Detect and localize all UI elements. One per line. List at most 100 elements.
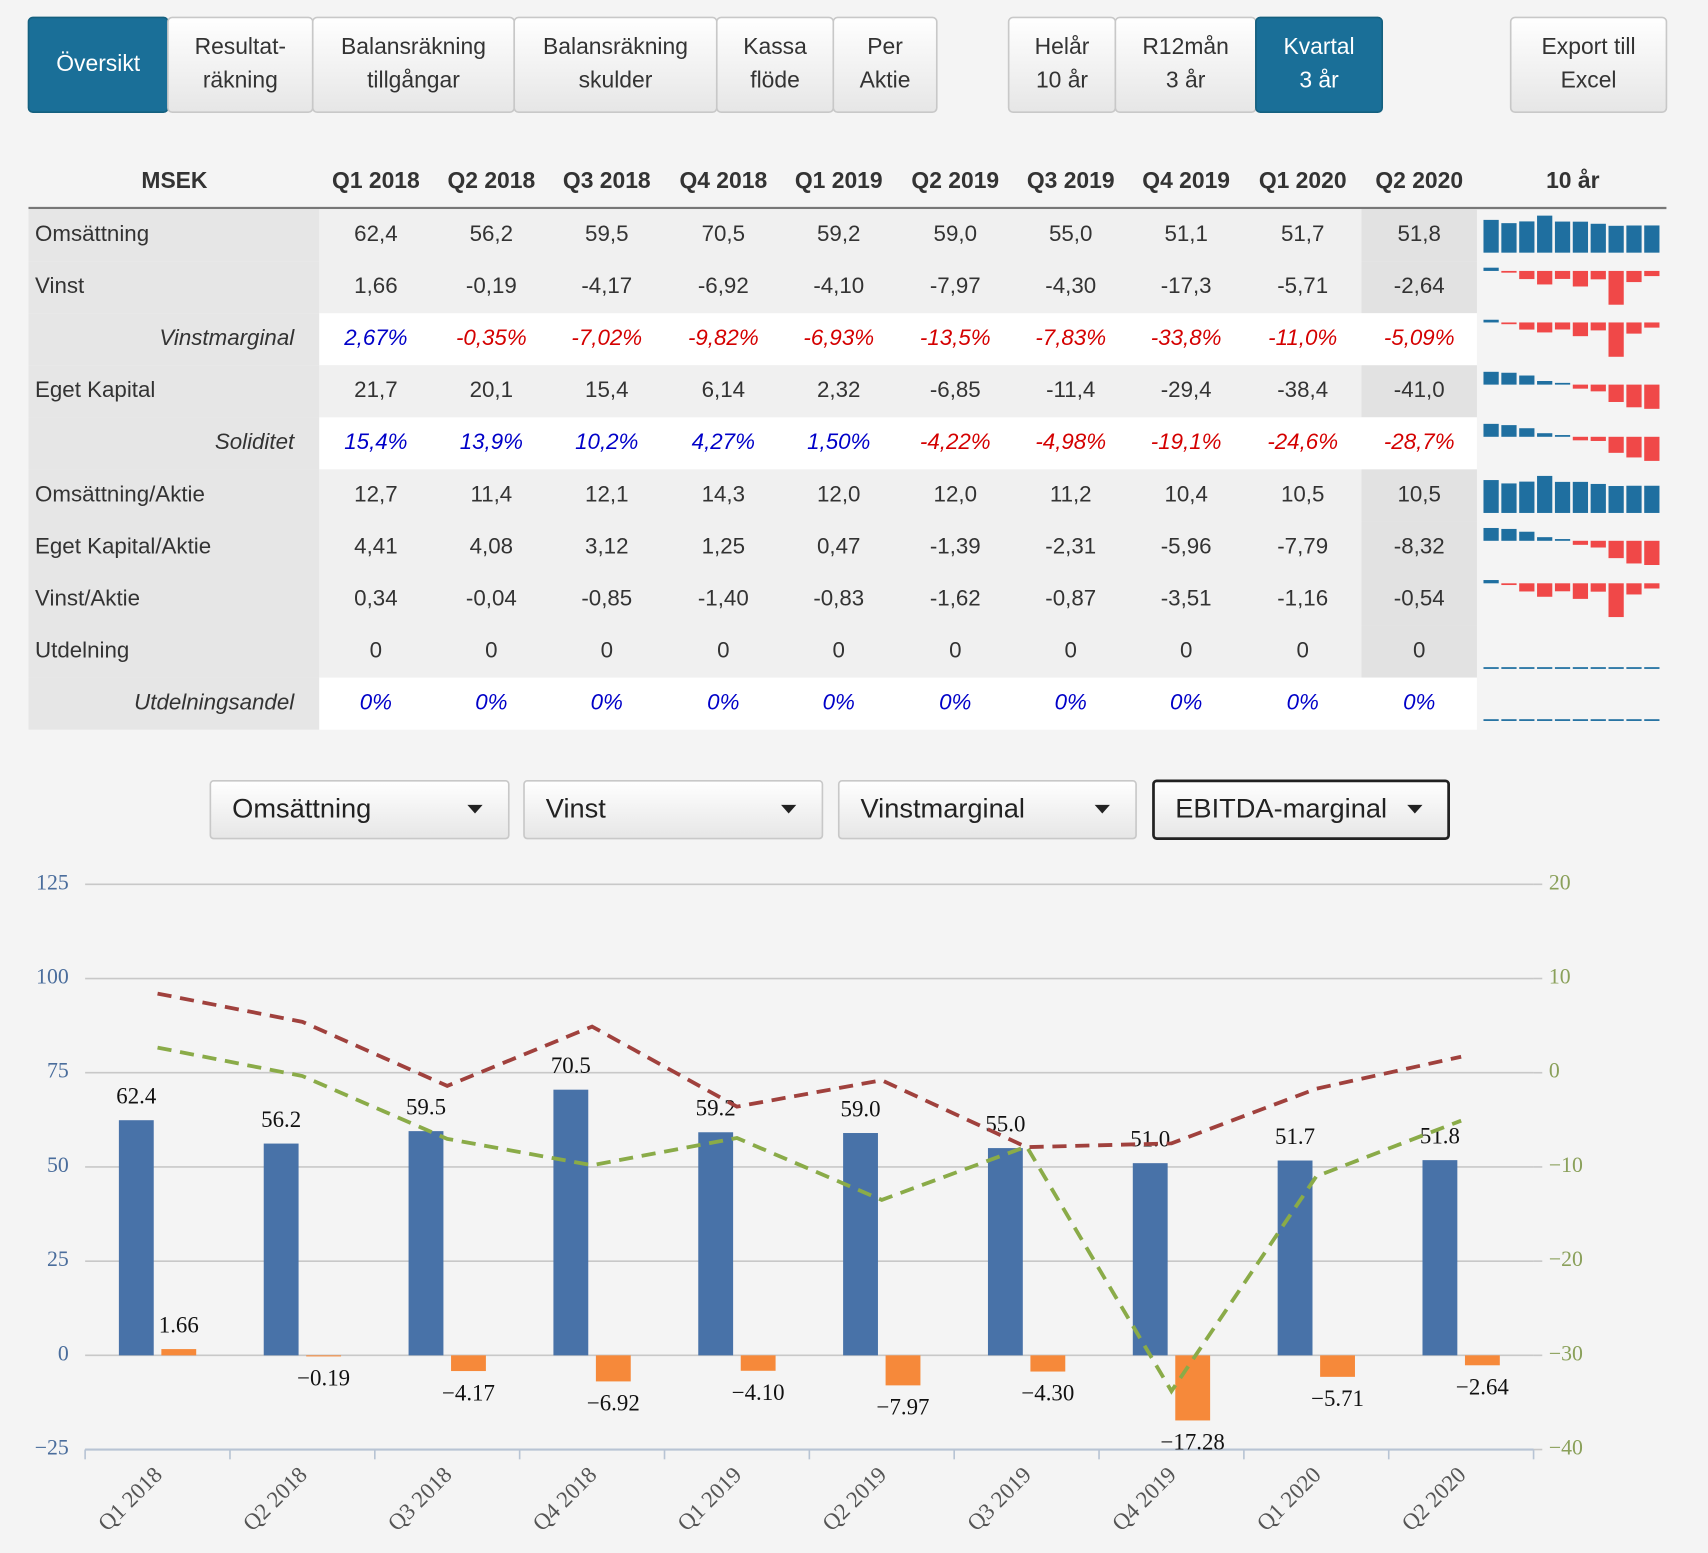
tab-button[interactable] (311, 16, 516, 113)
bar (1175, 1355, 1211, 1421)
cell-value: -29,4 (1161, 377, 1212, 402)
cell-value: 0 (1180, 637, 1192, 662)
cell-value: 0 (601, 637, 613, 662)
data-label: 59.0 (841, 1096, 881, 1121)
sparkline-bar (1608, 384, 1624, 402)
sparkline-bar (1483, 371, 1499, 385)
sparkline-bar (1572, 583, 1589, 599)
tab-button[interactable] (513, 16, 718, 113)
cell-value: -7,83% (1035, 325, 1106, 350)
sparkline-bar (1554, 481, 1571, 513)
cell-value: 10,2% (575, 429, 638, 454)
tab-button[interactable] (832, 16, 938, 113)
column-header: Q1 2018 (332, 167, 420, 193)
highlight-cell-bg (1361, 677, 1477, 730)
cell-value: 51,7 (1281, 221, 1324, 246)
sparkline-bar (1483, 580, 1499, 584)
cell-value: -4,98% (1035, 429, 1106, 454)
cell-value: 51,8 (1398, 221, 1441, 246)
row-bg (319, 313, 1362, 366)
cell-value: 4,41 (354, 533, 397, 558)
sparkline-bar (1554, 435, 1571, 437)
sparkline-bar (1554, 667, 1571, 669)
cell-value: 15,4 (585, 377, 628, 402)
cell-value: -0,04 (466, 585, 517, 610)
cell-value: -3,51 (1161, 585, 1212, 610)
export-button[interactable] (1509, 16, 1668, 113)
cell-value: 0% (360, 690, 392, 715)
bar (451, 1355, 486, 1372)
sparkline-bar (1590, 270, 1606, 280)
cell-value: 0 (949, 637, 961, 662)
dropdown-arrow (1407, 804, 1423, 814)
sparkline-bar (1519, 481, 1535, 513)
cell-value: -17,3 (1161, 273, 1212, 298)
cell-value: 56,2 (470, 221, 513, 246)
x-tick-label: Q1 2020 (1252, 1462, 1326, 1536)
cell-value: -8,32 (1394, 533, 1445, 558)
sparkline-bar (1501, 583, 1517, 586)
tab-button[interactable] (715, 16, 835, 113)
sparkline-bar (1608, 719, 1624, 721)
sparkline-bar (1519, 428, 1535, 437)
cell-value: -38,4 (1277, 377, 1328, 402)
cell-value: 51,1 (1164, 221, 1207, 246)
series-dropdown[interactable] (209, 780, 510, 840)
series-dropdown[interactable] (523, 780, 824, 840)
bar (987, 1148, 1023, 1356)
tab-button[interactable] (167, 16, 314, 113)
sparkline-bar (1626, 225, 1642, 253)
sparkline-bar (1501, 223, 1517, 253)
sparkline-bar (1608, 486, 1624, 513)
data-label: −4.30 (1021, 1381, 1074, 1406)
cell-value: 10,5 (1281, 481, 1324, 506)
sparkline-bar (1590, 483, 1606, 513)
y2-tick-label: −40 (1549, 1436, 1583, 1460)
data-label: 59.5 (406, 1095, 446, 1120)
y-tick-label: −25 (35, 1436, 69, 1460)
row-label: Omsättning (35, 221, 149, 246)
sparkline-bar (1483, 319, 1499, 323)
cell-value: 62,4 (354, 221, 397, 246)
series-dropdown[interactable] (1152, 779, 1450, 840)
y-tick-label: 125 (36, 870, 69, 894)
row-label: Utdelning (35, 637, 129, 662)
sparkline-bar (1537, 667, 1553, 669)
sparkline-bar (1554, 221, 1571, 253)
cell-value: -1,16 (1277, 585, 1328, 610)
sparkline-bar (1483, 719, 1499, 721)
export-button-label: Export till (1542, 33, 1636, 59)
label-cell-bg (28, 365, 320, 418)
period-button-label: Helår (1035, 33, 1090, 59)
sparkline-bar (1483, 219, 1499, 253)
cell-value: 2,67% (343, 325, 407, 350)
y2-tick-label: 0 (1549, 1059, 1560, 1083)
sparkline-bar (1501, 322, 1517, 325)
cell-value: 0% (1287, 690, 1319, 715)
period-button[interactable] (1255, 16, 1384, 113)
x-tick-label: Q1 2018 (93, 1462, 167, 1536)
sparkline-bar (1644, 667, 1660, 669)
sparkline-bar (1501, 528, 1517, 541)
bar (843, 1133, 878, 1356)
tab-button-label: tillgångar (367, 67, 460, 93)
series-dropdown[interactable] (837, 780, 1137, 840)
sparkline-bar (1590, 223, 1606, 253)
sparkline-bar (1572, 221, 1589, 253)
sparkline-bar (1590, 583, 1606, 592)
sparkline-bar (1608, 322, 1624, 357)
label-cell-bg (28, 417, 320, 470)
period-button[interactable] (1114, 16, 1257, 113)
period-button[interactable] (1007, 16, 1117, 113)
cell-value: 15,4% (344, 429, 407, 454)
sparkline-bar (1519, 531, 1535, 541)
column-header: MSEK (141, 167, 208, 193)
y-tick-label: 25 (47, 1247, 69, 1271)
cell-value: -0,83 (813, 585, 864, 610)
sparkline-bar (1626, 322, 1642, 334)
column-header: Q1 2019 (795, 167, 883, 193)
cell-value: 10,5 (1398, 481, 1441, 506)
cell-value: 0% (1055, 690, 1087, 715)
